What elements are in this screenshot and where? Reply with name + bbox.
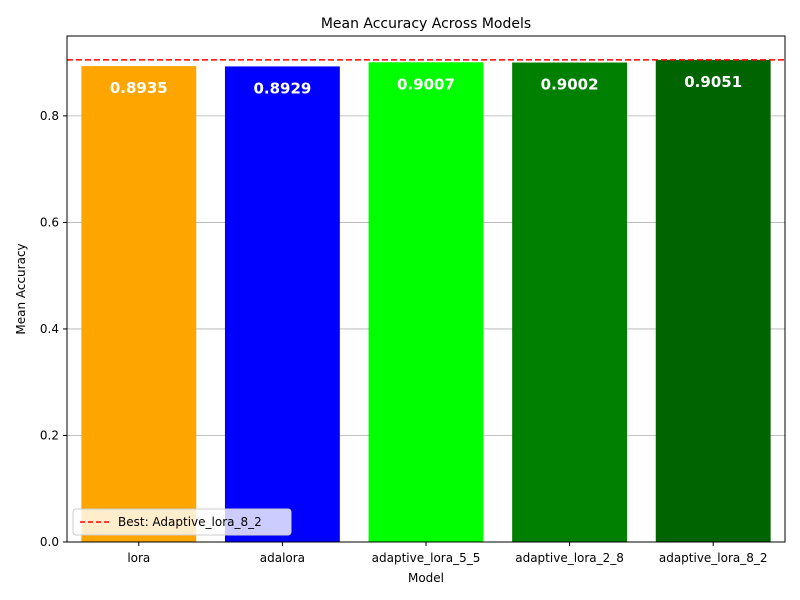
x-axis-label: Model xyxy=(408,571,444,585)
legend-box xyxy=(72,508,292,536)
y-axis-ticks: 0.0 0.2 0.4 0.6 0.8 xyxy=(40,109,67,549)
bar-adaptive_lora_5_5 xyxy=(368,62,484,543)
bar-value-label: 0.9051 xyxy=(684,73,742,91)
y-tick-label: 0.4 xyxy=(40,322,59,336)
legend: Best: Adaptive_lora_8_2 xyxy=(72,508,292,536)
x-axis-ticks: lora adalora adaptive_lora_5_5 adaptive_lor… xyxy=(127,542,768,565)
bars: 0.8935 0.8929 0.9007 0.9002 0.9051 xyxy=(81,59,771,543)
y-tick-label: 0.0 xyxy=(40,535,59,549)
y-tick-label: 0.2 xyxy=(40,428,59,442)
bar-adaptive_lora_8_2 xyxy=(655,59,771,542)
x-tick-label: lora xyxy=(127,551,150,565)
bar-value-label: 0.8935 xyxy=(110,79,168,97)
bar-adalora xyxy=(224,66,340,542)
y-tick-label: 0.6 xyxy=(40,215,59,229)
bar-value-label: 0.8929 xyxy=(253,79,311,97)
chart-title: Mean Accuracy Across Models xyxy=(321,16,531,32)
y-tick-label: 0.8 xyxy=(40,109,59,123)
bar-value-label: 0.9007 xyxy=(397,75,455,93)
bar-adaptive_lora_2_8 xyxy=(512,62,628,542)
x-tick-label: adaptive_lora_2_8 xyxy=(515,551,624,565)
y-axis-label: Mean Accuracy xyxy=(14,243,28,334)
x-tick-label: adalora xyxy=(260,551,305,565)
bar-lora xyxy=(81,66,197,542)
x-tick-label: adaptive_lora_5_5 xyxy=(372,551,481,565)
x-tick-label: adaptive_lora_8_2 xyxy=(659,551,768,565)
legend-entry-best: Best: Adaptive_lora_8_2 xyxy=(118,515,262,529)
bar-value-label: 0.9002 xyxy=(541,76,599,94)
